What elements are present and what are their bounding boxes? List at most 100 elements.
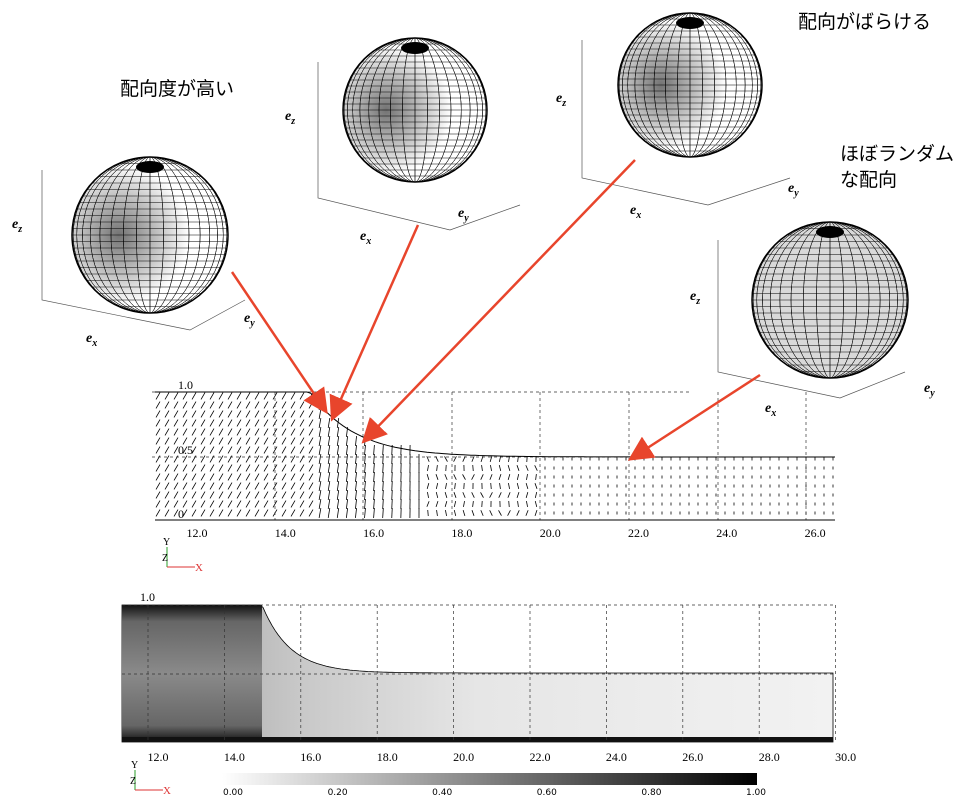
vector [346,472,347,482]
vector [165,438,169,445]
vector [309,438,313,445]
vector [490,492,493,497]
vector [201,492,205,499]
vector [300,447,304,454]
vector [282,402,286,409]
vector [535,510,537,516]
vector [228,393,232,400]
vector [165,420,169,427]
vector [481,492,484,497]
vector [165,393,169,400]
vector [291,402,295,409]
colorbar-label: 0.40 [432,788,452,798]
vector [228,465,232,472]
x-tick-label: 18.0 [377,750,398,764]
vector [374,481,375,491]
vector [192,402,196,409]
vector [472,474,475,479]
vector [255,420,259,427]
vector [255,456,259,463]
triad-label: Z [162,553,168,564]
vector [428,510,429,516]
vector [319,427,321,437]
vector [165,447,169,454]
vector [309,411,313,418]
vector [228,492,232,499]
vector [282,411,286,418]
vector [535,465,538,470]
vector [437,510,438,516]
vector [246,420,250,427]
vector [472,492,475,497]
vector [526,501,527,507]
vector [454,501,455,507]
vector [346,445,347,455]
vector [328,427,330,437]
vector [337,445,338,455]
vector [355,463,356,473]
vector [355,481,356,491]
shade [618,13,762,157]
vector [255,483,259,490]
vector [264,501,268,508]
vector [174,402,178,409]
vector [282,456,286,463]
arrow [333,225,418,417]
x-tick-label: 24.0 [606,750,627,764]
x-tick-label: 24.0 [716,526,737,540]
vector [237,492,241,499]
vector [328,490,330,500]
vector [374,445,375,455]
axis-label: ez [12,217,22,235]
vector [237,438,241,445]
vector [436,501,438,507]
vector [201,510,205,517]
vector [436,483,437,489]
vector [255,510,259,517]
vector [319,418,321,428]
vector [374,472,375,482]
vector [309,420,313,427]
vector [237,483,241,490]
figure: ezexeyezexeyezexeyezexey 1.00.5012.014.0… [0,0,978,798]
vector [328,454,330,464]
vector [508,474,510,480]
vector [165,474,169,481]
vector [309,510,313,517]
axis-label: ex [86,331,97,349]
vector [526,483,528,489]
vector [237,402,241,409]
vector [174,393,178,400]
vector [328,499,330,509]
vector [500,483,501,489]
vector [427,465,428,471]
vector [264,474,268,481]
vector [473,501,474,507]
triad-label: Y [163,537,170,548]
vector [319,472,321,482]
vector [346,508,347,518]
vector [463,474,466,479]
vector [201,501,205,508]
vector [210,402,214,409]
vector [201,393,205,400]
axis-label: ez [285,109,295,127]
free-surface [155,392,835,457]
triad-label: Y [131,760,138,771]
vector [156,483,160,490]
vector [282,438,286,445]
vector [499,465,500,471]
vector [201,420,205,427]
vector [237,420,241,427]
vector [445,510,446,516]
vector [219,510,223,517]
vector [219,411,223,418]
vector [165,429,169,436]
vector [463,492,465,498]
vector [535,492,536,498]
vector [246,438,250,445]
vector [255,438,259,445]
vector [264,402,268,409]
vector [337,427,338,437]
shade [752,222,908,378]
